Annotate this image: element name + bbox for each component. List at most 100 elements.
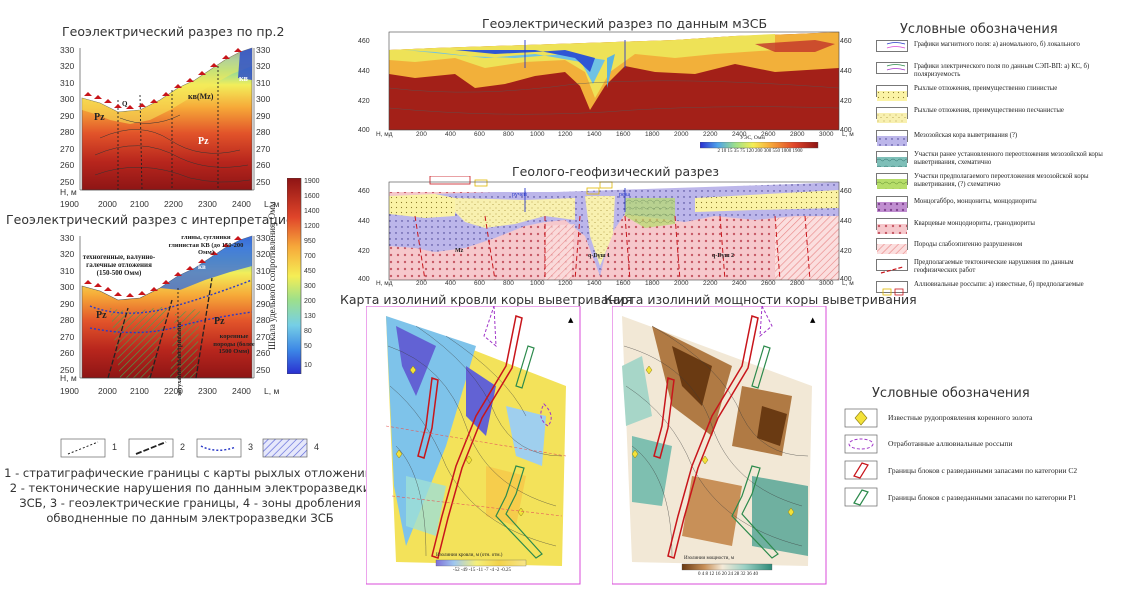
legend-bottom-title: Условные обозначения	[872, 386, 1030, 401]
map-thickness: ▲	[612, 306, 827, 585]
mzsb-scale-label: УЭС, Омм	[740, 135, 765, 141]
gold-occurrence-icon	[844, 408, 878, 428]
legend-num-3: 3	[248, 442, 254, 452]
map-legend-text-2: Отработанные аллювиальные россыпи	[888, 439, 1013, 448]
block-c2-icon	[844, 460, 878, 480]
geo-section-plot	[388, 176, 840, 281]
legend-text-2: Графики электрического поля по данным СЭ…	[914, 63, 1090, 78]
legend-text-11: Предполагаемые тектонические нарушения п…	[914, 259, 1074, 274]
legend-swatch-placer	[876, 281, 908, 296]
legend-text-3: Рыхлые отложения, преимущественно глинис…	[914, 85, 1058, 92]
geo-title: Геолого-геофизический разрез	[512, 164, 720, 179]
legend-symbol-tectonic	[128, 438, 174, 458]
caption: 1 - стратиграфические границы с карты ры…	[0, 466, 380, 526]
legend-text-7: Участки предполагаемого переотложения ме…	[914, 173, 1089, 188]
mzsb-x-ticks: Н, мд 200 400 600 800 1000 1200 1400 160…	[376, 131, 854, 138]
label-fading: затухание выветривания	[176, 322, 183, 396]
section-interp-plot	[79, 235, 255, 379]
legend-text-6: Участки ранее установленного переотложен…	[914, 151, 1103, 166]
legend-swatch-electric	[876, 62, 908, 74]
bottom-legend-symbols: 1 2 3 4	[60, 438, 330, 460]
legend-swatch-granodiorite	[876, 218, 908, 234]
label-pz-interp-left: Pz	[96, 310, 107, 321]
map-legend-text-3: Границы блоков с разведанными запасами п…	[888, 466, 1078, 475]
map-roof: ▲	[366, 306, 581, 585]
mzsb-scale-bar	[700, 142, 819, 149]
map-thick-scale-label: Изолинии мощности, м	[684, 556, 734, 561]
placer-icon	[844, 434, 878, 454]
colorbar-ticks: 1900 1600 1400 1200 950 700 450 300 200 …	[304, 178, 320, 369]
legend-text-4: Рыхлые отложения, преимущественно песчан…	[914, 107, 1064, 114]
map-top-title: Карта изолиний кровли коры выветривания	[340, 292, 633, 307]
caption-line-4: обводненные по данным электроразведки ЗС…	[46, 511, 334, 525]
label-pz-interp-right: Pz	[214, 316, 225, 327]
y-label-left-1: Н, м	[60, 187, 77, 197]
legend-text-10: Породы слабоэпигенно разрушенном	[914, 241, 1023, 248]
legend-swatch-redeposit-known	[876, 151, 908, 167]
legend-symbol-geoelectric	[196, 438, 242, 458]
map-roof-scale-label: Изолинии кровли, м (отн. отм.)	[436, 553, 503, 558]
geo-label-qd1: q-Dγш 1	[588, 253, 611, 259]
legend-symbol-stratigraphic	[60, 438, 106, 458]
legend-text-5: Мезозойская кора выветривания (?)	[914, 132, 1018, 139]
geo-y-ticks: 460 440 420 400	[358, 188, 370, 283]
caption-line-3: ЗСБ, 3 - геоэлектрические границы, 4 - з…	[19, 496, 361, 510]
legend-swatch-magnetic	[876, 40, 908, 52]
mzsb-y-ticks-right: 460 440 420 400	[840, 38, 852, 134]
legend-text-1: Графики магнитного поля: а) аномального,…	[914, 41, 1080, 48]
legend-num-4: 4	[314, 442, 320, 452]
legend-swatch-mz	[876, 130, 908, 146]
caption-line-2: 2 - тектонические нарушения по данным эл…	[9, 481, 371, 495]
geo-y-ticks-right: 460 440 420 400	[840, 188, 852, 283]
legend-num-2: 2	[180, 442, 186, 452]
label-clay: глины, суглинки глинистая КВ (до 150-200…	[168, 234, 244, 256]
section-interp-title: Геоэлектрический разрез с интерпретацией	[6, 212, 302, 227]
legend-swatch-fault	[876, 259, 908, 274]
caption-line-1: 1 - стратиграфические границы с карты ры…	[4, 466, 376, 480]
map-legend: Известные рудопроявления коренного золот…	[844, 408, 1123, 518]
map-thick-title: Карта изолиний мощности коры выветривани…	[604, 292, 917, 307]
legend-text-9: Кварцевые монцодиориты, гранодиориты	[914, 220, 1035, 227]
map-legend-text-4: Границы блоков с разведанными запасами п…	[888, 493, 1077, 502]
legend-swatch-monzogabbro	[876, 196, 908, 212]
map-thick-scale-ticks: 0 4 8 12 16 20 24 28 32 36 40	[698, 572, 758, 577]
block-p1-icon	[844, 487, 878, 507]
resistivity-colorbar	[286, 177, 303, 375]
svg-text:▲: ▲	[810, 316, 816, 324]
mzsb-section-plot	[388, 31, 840, 131]
colorbar-label: Шкала удельного сопротивления, Омм	[267, 201, 277, 351]
x-ticks-1: 1900 2000 2100 2200 2300 2400 L, м	[60, 199, 280, 209]
section-pr2-plot	[79, 47, 255, 191]
mzsb-y-ticks: 460 440 420 400	[358, 38, 370, 134]
mzsb-scale-ticks: 2 10 15 35 75 120 200 300 550 1000 1900	[717, 149, 803, 154]
label-pz-right: Pz	[198, 136, 209, 147]
legend-text-12: Аллювиальные россыпи: а) известные, б) п…	[914, 281, 1084, 288]
map-legend-text-1: Известные рудопроявления коренного золот…	[888, 413, 1033, 422]
legend-swatch-redeposit-assumed	[876, 173, 908, 189]
legend-swatch-clay	[876, 85, 908, 101]
x-ticks-2: 1900 2000 2100 2200 2300 2400 L, м	[60, 386, 280, 396]
svg-text:▲: ▲	[568, 316, 574, 324]
legend-swatch-weak	[876, 238, 908, 254]
geo-label-reka: река	[619, 192, 631, 198]
label-q: Q	[122, 100, 128, 108]
section-pr2-title: Геоэлектрический разрез по пр.2	[62, 24, 285, 39]
label-kv: кв	[239, 74, 248, 83]
mzsb-title: Геоэлектрический разрез по данным мЗСБ	[482, 16, 768, 31]
geo-label-ruchey: ручей	[512, 192, 527, 198]
geo-x-ticks: Н, мд 200 400 600 800 1000 1200 1400 160…	[376, 280, 854, 287]
geo-label-mz: Mz	[455, 248, 464, 254]
label-kv-interp: кв	[198, 263, 206, 271]
legend-num-1: 1	[112, 442, 118, 452]
label-techno: техногенные, валунно-галечные отложения …	[82, 253, 156, 277]
legend-swatch-sand	[876, 107, 908, 123]
geo-label-qd2: q-Dγш 2	[712, 253, 735, 259]
legend-symbol-fracture	[262, 438, 308, 458]
label-kv-mz: кв(Mz)	[188, 92, 214, 101]
label-bedrock: коренные породы (более 1500 Омм)	[213, 333, 255, 355]
legend-text-8: Монцогаббро, монцониты, монцодиориты	[914, 198, 1037, 205]
legend-top: Графики магнитного поля: а) аномального,…	[876, 40, 1116, 300]
map-roof-scale-ticks: -52 -49 -15 -11 -7 -4 -2 -0.25	[452, 568, 512, 573]
y-label-left-2: Н, м	[60, 373, 77, 383]
label-pz-left: Pz	[94, 112, 105, 123]
